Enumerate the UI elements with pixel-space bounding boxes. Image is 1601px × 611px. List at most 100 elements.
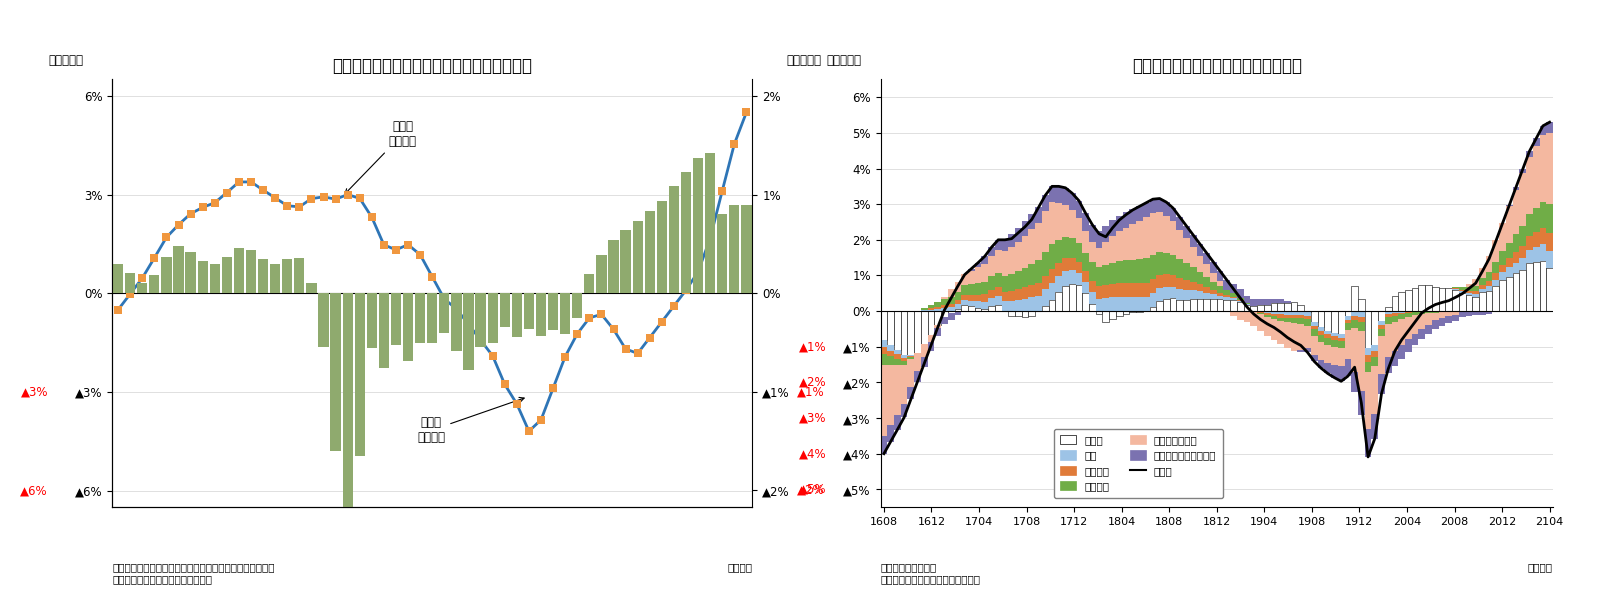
Point (359, 213, 384, 222)
Bar (1177, 230, 1183, 259)
Bar (1412, 334, 1418, 345)
Bar (1009, 274, 1015, 291)
Bar (887, 356, 893, 365)
Bar (1156, 252, 1162, 274)
Bar (1103, 311, 1109, 323)
Bar (1492, 280, 1499, 286)
Bar (1036, 260, 1042, 283)
Bar (981, 256, 988, 263)
Bar (1061, 188, 1069, 205)
Bar (1250, 312, 1257, 326)
Bar (403, 293, 413, 360)
Bar (1028, 264, 1036, 285)
Bar (1028, 285, 1036, 297)
Bar (1364, 430, 1372, 457)
Bar (941, 308, 948, 311)
Bar (1257, 311, 1263, 312)
Bar (1082, 271, 1089, 282)
Bar (1042, 252, 1049, 276)
Point (589, 309, 615, 319)
Bar (1223, 299, 1230, 311)
Bar (948, 311, 954, 313)
Bar (632, 221, 644, 293)
Bar (1170, 298, 1177, 311)
Bar (560, 293, 570, 334)
Bar (961, 274, 969, 285)
Bar (1311, 326, 1318, 329)
Bar (1519, 246, 1526, 258)
Bar (1345, 331, 1351, 359)
Bar (500, 293, 509, 327)
Bar (908, 357, 914, 359)
Bar (887, 351, 893, 356)
Bar (475, 293, 485, 347)
Bar (921, 308, 927, 310)
Text: （月次）: （月次） (1527, 562, 1553, 572)
Bar (1049, 244, 1055, 269)
Bar (1412, 315, 1418, 334)
Bar (1385, 307, 1391, 311)
Bar (669, 186, 679, 293)
Bar (1156, 199, 1162, 212)
Bar (935, 309, 941, 311)
Bar (1210, 299, 1217, 311)
Bar (1196, 299, 1204, 311)
Bar (1499, 273, 1507, 280)
Bar (1473, 311, 1479, 315)
Bar (1150, 199, 1156, 213)
Bar (1547, 251, 1553, 268)
Bar (1446, 288, 1452, 311)
Bar (901, 404, 908, 417)
Bar (1465, 311, 1473, 316)
Bar (1095, 248, 1103, 267)
Bar (1465, 284, 1473, 287)
Bar (1324, 363, 1330, 373)
Point (383, 245, 408, 255)
Point (648, 317, 674, 327)
Bar (914, 311, 921, 353)
Bar (1378, 311, 1385, 321)
Bar (1330, 311, 1338, 333)
Point (492, 379, 517, 389)
Point (600, 324, 626, 334)
Bar (1378, 325, 1385, 329)
Bar (961, 300, 969, 305)
Text: ▲3%: ▲3% (21, 386, 48, 398)
Bar (1177, 217, 1183, 230)
Bar (1230, 296, 1238, 298)
Bar (941, 306, 948, 308)
Bar (1431, 311, 1439, 313)
Bar (621, 230, 631, 293)
Bar (908, 311, 914, 354)
Point (154, 232, 179, 242)
Bar (1412, 288, 1418, 311)
Bar (1465, 291, 1473, 293)
Bar (1519, 169, 1526, 173)
Point (191, 202, 216, 212)
Text: （注）消費税を除くベース。前月比は夏季電力料金調整後
（資料）日本銀行「企業物価指数」: （注）消費税を除くベース。前月比は夏季電力料金調整後 （資料）日本銀行「企業物価… (112, 562, 274, 584)
Bar (1507, 277, 1513, 311)
Bar (921, 310, 927, 311)
Bar (1372, 311, 1378, 345)
Bar (1238, 290, 1244, 298)
Bar (282, 259, 293, 293)
Bar (1452, 288, 1459, 289)
Point (698, 233, 724, 243)
Bar (1540, 126, 1547, 135)
Bar (1204, 265, 1210, 277)
Bar (1257, 306, 1263, 311)
Text: （前年比）: （前年比） (48, 54, 83, 67)
Bar (1015, 311, 1021, 316)
Bar (1263, 316, 1271, 335)
Bar (1459, 290, 1465, 291)
Bar (391, 293, 402, 345)
Bar (1278, 299, 1284, 303)
Bar (1015, 300, 1021, 311)
Bar (1406, 312, 1412, 313)
Bar (741, 205, 751, 293)
Bar (1372, 367, 1378, 414)
Bar (1116, 216, 1122, 232)
Text: （前年比）: （前年比） (826, 54, 861, 67)
Point (613, 344, 639, 354)
Bar (1532, 247, 1540, 262)
